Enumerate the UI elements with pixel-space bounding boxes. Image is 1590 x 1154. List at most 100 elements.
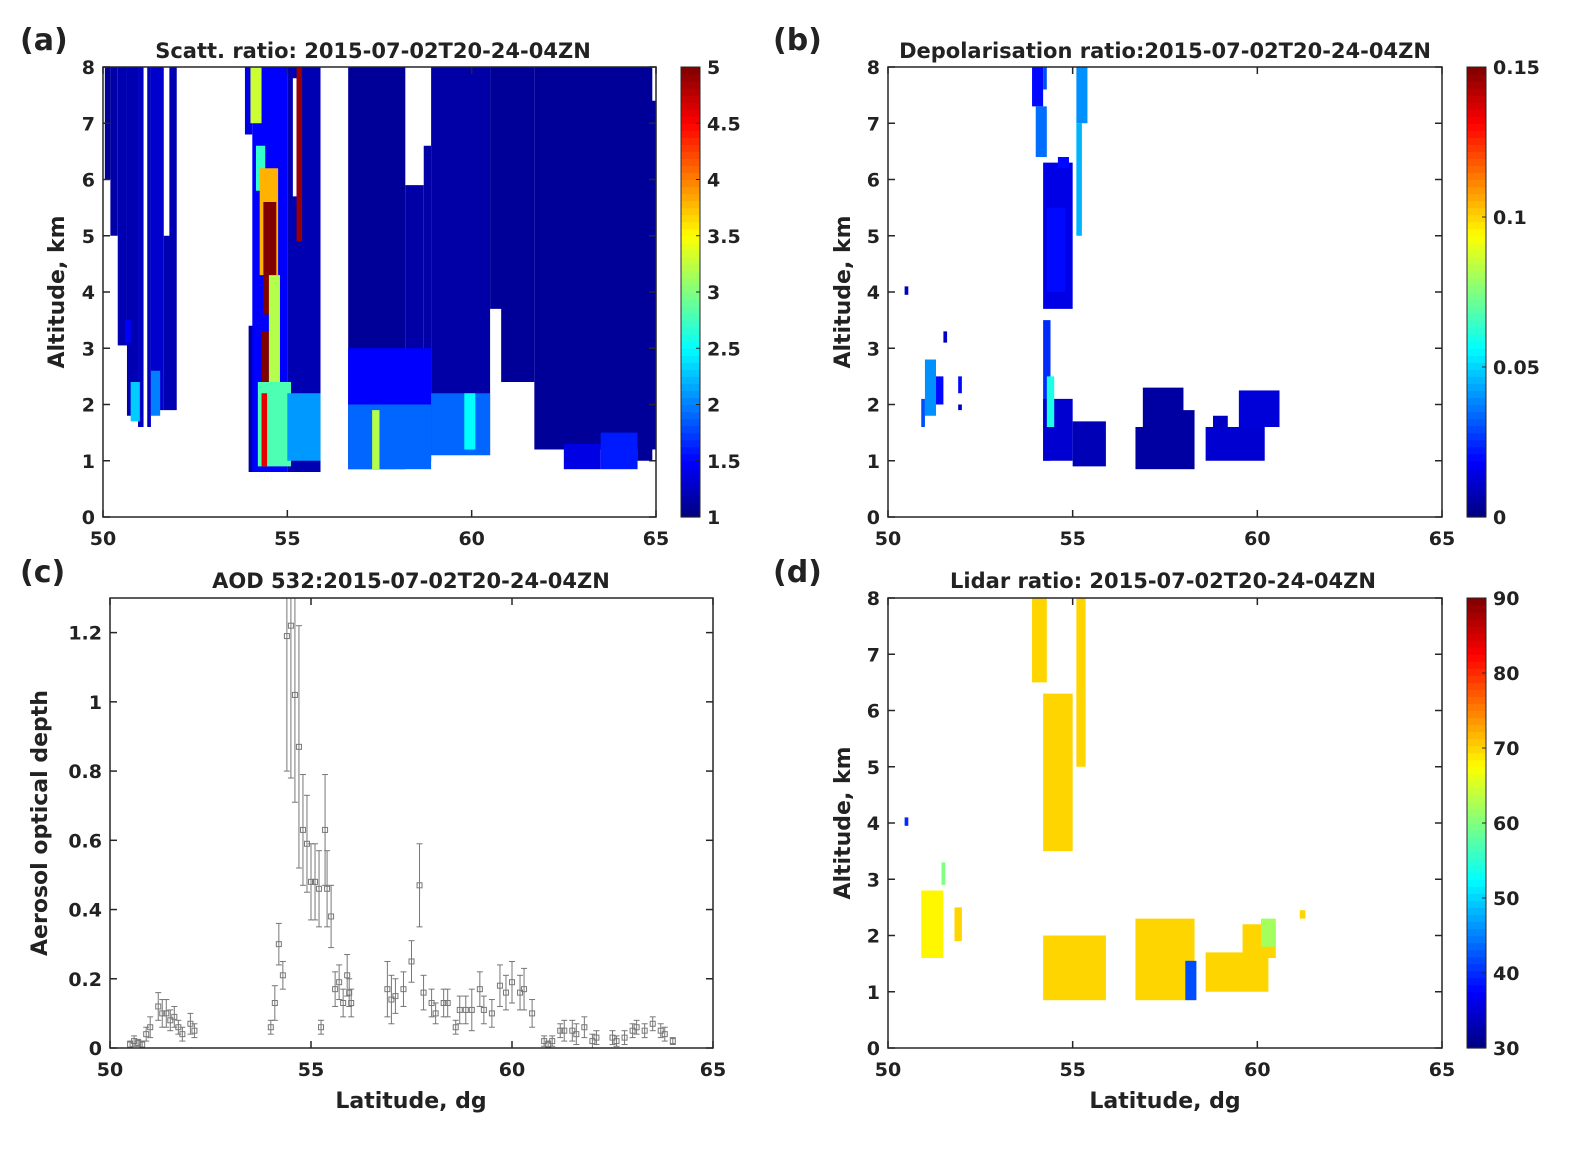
colorbar-segment — [1467, 1005, 1486, 1014]
y-tick-label: 6 — [867, 701, 880, 723]
colorbar-segment — [1467, 109, 1486, 117]
data-point — [468, 1006, 475, 1013]
data-point — [344, 972, 351, 979]
y-tick-label: 1.2 — [68, 623, 102, 645]
colorbar-segment — [1467, 432, 1486, 441]
data-point — [456, 1006, 463, 1013]
colorbar-segment — [681, 207, 700, 216]
heatmap-cell — [941, 862, 946, 885]
colorbar-segment — [1467, 977, 1486, 986]
heatmap-cell — [150, 67, 164, 411]
x-tick-label: 60 — [1244, 528, 1270, 550]
colorbar-segment — [1467, 766, 1486, 775]
heatmap-cell — [924, 359, 937, 416]
data-point — [557, 1027, 564, 1034]
y-tick-label: 8 — [867, 57, 880, 79]
colorbar-segment — [681, 292, 700, 300]
colorbar-segment — [681, 67, 700, 75]
heatmap-cell-nodata — [292, 78, 297, 197]
colorbar-segment — [1467, 158, 1486, 167]
chart-title: Depolarisation ratio:2015-07-02T20-24-04… — [899, 39, 1431, 63]
colorbar-tick-label: 0.05 — [1493, 357, 1540, 379]
colorbar-segment — [681, 383, 700, 392]
plot-frame — [109, 597, 714, 1049]
colorbar-segment — [1467, 823, 1486, 831]
colorbar-segment — [1467, 81, 1486, 89]
colorbar-segment — [1467, 172, 1486, 181]
colorbar-segment — [1467, 1033, 1486, 1042]
colorbar-segment — [1467, 200, 1486, 209]
colorbar-segment — [1467, 390, 1486, 399]
y-tick-label: 2 — [867, 926, 880, 948]
data-point — [155, 1003, 162, 1010]
colorbar-segment — [1467, 682, 1486, 691]
colorbar-segment — [1467, 710, 1486, 719]
colorbar-tick-label: 5 — [707, 57, 720, 79]
colorbar-segment — [1467, 207, 1486, 216]
data-point — [131, 1038, 138, 1045]
colorbar-segment — [1467, 619, 1486, 627]
data-point — [400, 986, 407, 993]
colorbar-segment — [681, 334, 700, 342]
data-point — [167, 1017, 174, 1024]
y-axis-label: Aerosol optical depth — [28, 690, 53, 956]
colorbar-segment — [1467, 787, 1486, 796]
colorbar-segment — [1467, 284, 1486, 293]
colorbar-segment — [1467, 277, 1486, 286]
heatmap-cell — [126, 67, 139, 416]
heatmap-cell — [1032, 598, 1047, 683]
colorbar-segment — [1467, 759, 1486, 768]
data-point — [476, 986, 483, 993]
heatmap-cell — [958, 404, 962, 411]
colorbar-segment — [1467, 102, 1486, 110]
colorbar-segment — [681, 249, 700, 258]
data-point — [318, 1024, 325, 1031]
x-tick-label: 50 — [97, 1059, 123, 1081]
chart-title: Scatt. ratio: 2015-07-02T20-24-04ZN — [155, 39, 591, 63]
colorbar-segment — [1467, 256, 1486, 265]
y-tick-label: 6 — [82, 170, 95, 192]
colorbar-segment — [1467, 123, 1486, 131]
data-point — [291, 691, 298, 698]
colorbar-segment — [1467, 186, 1486, 195]
colorbar-segment — [1467, 1040, 1486, 1049]
data-point — [416, 882, 423, 889]
data-point — [613, 1038, 620, 1045]
colorbar-segment — [681, 327, 700, 335]
colorbar-segment — [1467, 773, 1486, 782]
data-point — [171, 1013, 178, 1020]
colorbar-segment — [1467, 963, 1486, 972]
y-tick-label: 3 — [867, 869, 880, 891]
data-point — [629, 1027, 636, 1034]
heatmap-cell — [1057, 157, 1069, 169]
colorbar-segment — [681, 151, 700, 160]
colorbar-segment — [1467, 837, 1486, 845]
heatmap-cell — [268, 275, 280, 382]
colorbar-tick-label: 60 — [1493, 813, 1519, 835]
heatmap-cell — [250, 67, 262, 124]
colorbar-segment — [681, 341, 700, 349]
colorbar-segment — [1467, 341, 1486, 349]
colorbar-segment — [1467, 598, 1486, 606]
colorbar-segment — [681, 256, 700, 265]
colorbar-segment — [1467, 488, 1486, 497]
colorbar-tick-label: 40 — [1493, 963, 1519, 985]
colorbar-segment — [681, 432, 700, 441]
colorbar-segment — [1467, 446, 1486, 455]
colorbar-segment — [681, 376, 700, 385]
colorbar-segment — [681, 362, 700, 370]
heatmap-cell — [904, 286, 909, 295]
y-tick-label: 4 — [867, 813, 880, 835]
colorbar-segment — [1467, 991, 1486, 1000]
data-point — [589, 1038, 596, 1045]
colorbar-segment — [681, 214, 700, 223]
y-tick-label: 5 — [867, 757, 880, 779]
colorbar-segment — [1467, 956, 1486, 965]
colorbar-segment — [1467, 467, 1486, 476]
data-point — [275, 941, 282, 948]
y-tick-label: 3 — [82, 338, 95, 360]
colorbar-segment — [1467, 675, 1486, 683]
data-point — [332, 986, 339, 993]
heatmap-cell — [431, 393, 491, 456]
colorbar-segment — [1467, 703, 1486, 712]
